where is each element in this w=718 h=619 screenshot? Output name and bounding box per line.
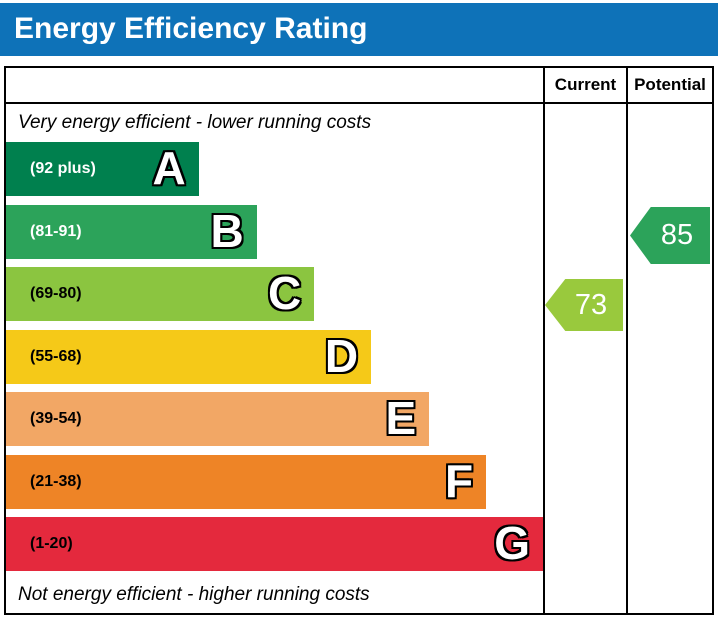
band-range-label: (55-68) bbox=[30, 347, 82, 365]
potential-column: Potential 85 bbox=[626, 68, 712, 613]
potential-column-header: Potential bbox=[628, 68, 712, 104]
band-b: (81-91) B bbox=[6, 204, 257, 259]
band-c: (69-80) C bbox=[6, 267, 315, 321]
band-letter: D bbox=[324, 329, 359, 382]
band-range-label: (81-91) bbox=[30, 222, 82, 240]
band-f: (21-38) F bbox=[6, 454, 487, 509]
rating-scale-column: Very energy efficient - lower running co… bbox=[6, 68, 543, 613]
bottom-note: Not energy efficient - higher running co… bbox=[18, 584, 370, 605]
current-rating-value: 73 bbox=[574, 288, 608, 321]
band-a: (92 plus) A bbox=[6, 142, 199, 196]
band-g: (1-20) G bbox=[6, 517, 543, 571]
potential-rating-arrow: 85 bbox=[630, 207, 710, 264]
band-letter: B bbox=[210, 204, 244, 257]
top-note: Very energy efficient - lower running co… bbox=[18, 112, 372, 133]
band-range-label: (1-20) bbox=[30, 535, 73, 552]
band-letter: G bbox=[494, 517, 530, 570]
band-letter: F bbox=[444, 454, 474, 507]
band-e: (39-54) E bbox=[6, 392, 430, 446]
band-range-label: (21-38) bbox=[30, 472, 82, 490]
current-column-body: 73 bbox=[545, 104, 626, 613]
current-rating-arrow: 73 bbox=[545, 279, 623, 331]
scale-column-body: Very energy efficient - lower running co… bbox=[6, 104, 543, 613]
potential-column-body: 85 bbox=[628, 104, 712, 613]
potential-rating-value: 85 bbox=[660, 219, 694, 251]
band-d: (55-68) D bbox=[6, 329, 372, 384]
band-letter: E bbox=[385, 392, 417, 445]
epc-table: Very energy efficient - lower running co… bbox=[4, 66, 714, 615]
band-letter: A bbox=[152, 142, 186, 195]
bands: (92 plus) A (81-91) B (69-80) C (55-68) D (39-54… bbox=[6, 142, 543, 580]
current-column: Current 73 bbox=[543, 68, 626, 613]
band-letter: C bbox=[268, 267, 302, 320]
current-column-header: Current bbox=[545, 68, 626, 104]
page-title: Energy Efficiency Rating bbox=[14, 12, 368, 45]
band-range-label: (92 plus) bbox=[30, 160, 96, 177]
band-range-label: (69-80) bbox=[30, 285, 82, 302]
band-range-label: (39-54) bbox=[30, 410, 82, 427]
header-bar: Energy Efficiency Rating bbox=[0, 3, 718, 56]
scale-column-header bbox=[6, 68, 543, 104]
